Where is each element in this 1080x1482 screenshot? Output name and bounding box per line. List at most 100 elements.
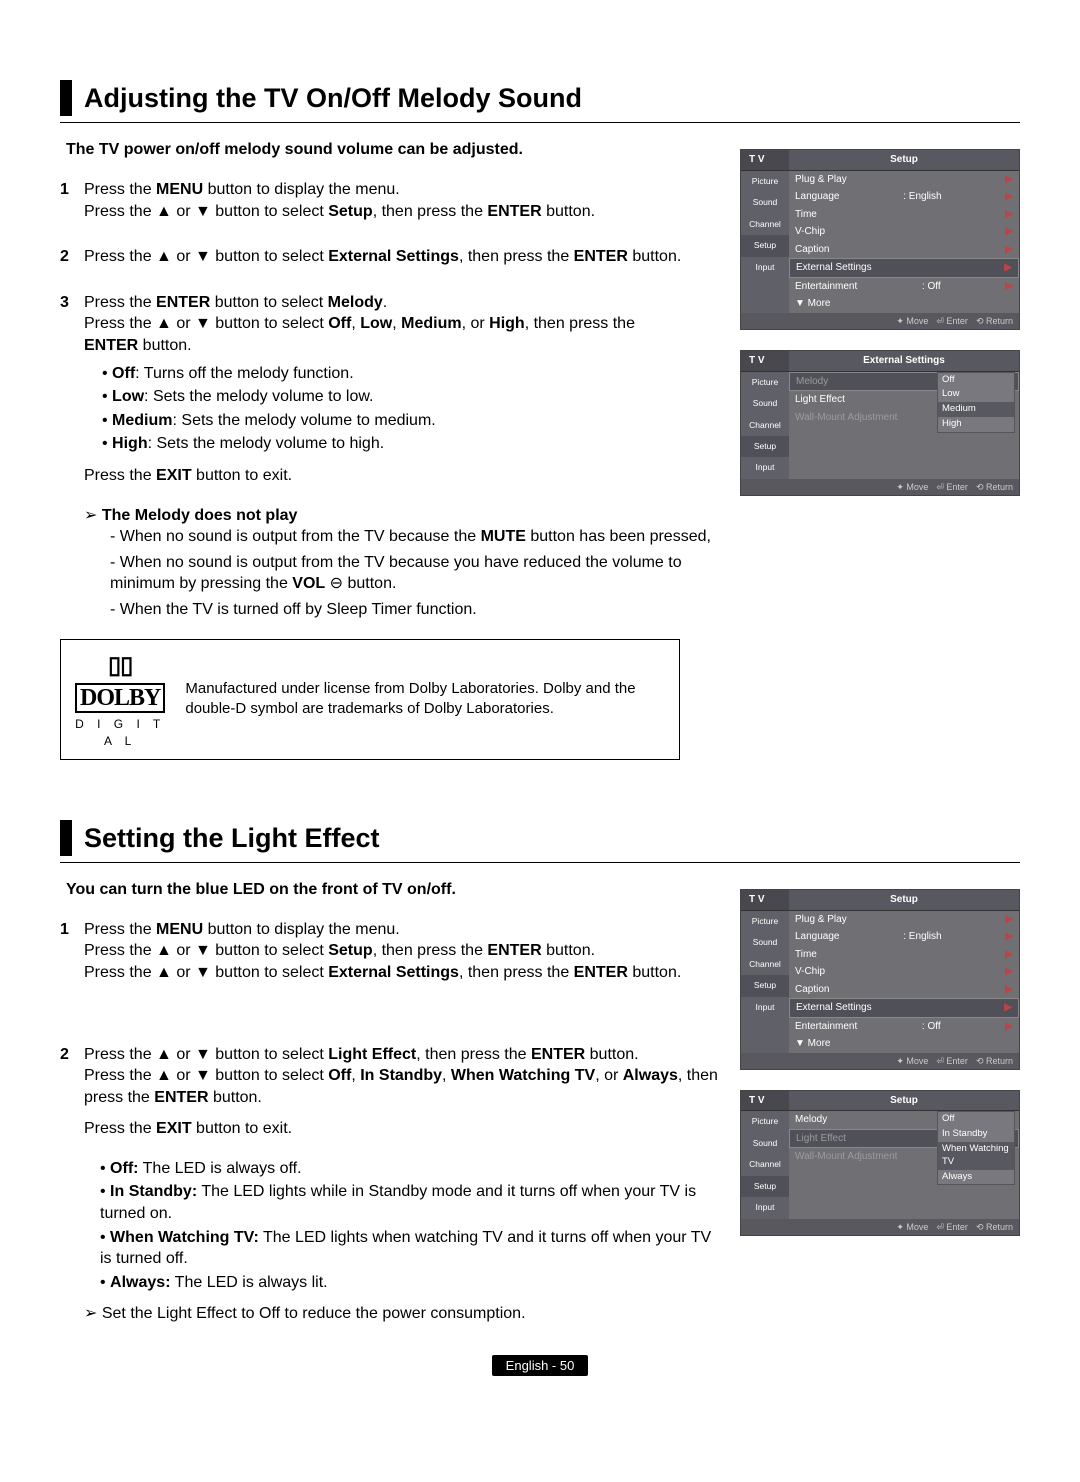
section2-title: Setting the Light Effect bbox=[60, 820, 1020, 856]
t: , then press the bbox=[459, 248, 574, 265]
tv-label: T V bbox=[741, 1091, 789, 1111]
step-body: Press the ▲ or ▼ button to select Light … bbox=[84, 1044, 720, 1109]
menu-title: Setup bbox=[789, 890, 1019, 910]
t: Low bbox=[360, 315, 392, 332]
t: High bbox=[489, 315, 525, 332]
t: Press the ▲ or ▼ button to select bbox=[84, 1046, 328, 1063]
t: Press the bbox=[84, 921, 156, 938]
tv-main-list: Plug & Play▶Language: English▶Time▶V-Chi… bbox=[789, 171, 1019, 313]
menu-row: Time▶ bbox=[789, 206, 1019, 224]
dolby-logo: ▯▯ DOLBY D I G I T A L bbox=[75, 650, 165, 749]
t: button. bbox=[542, 942, 595, 959]
t: ⊖ button. bbox=[325, 575, 396, 592]
page-footer: English - 50 bbox=[60, 1355, 1020, 1377]
t: ENTER bbox=[156, 294, 210, 311]
t: ⏎ Enter bbox=[936, 1221, 968, 1233]
t: ENTER bbox=[154, 1089, 208, 1106]
t: - When no sound is output from the TV be… bbox=[110, 528, 481, 545]
noplay-lead: The Melody does not play bbox=[84, 507, 297, 524]
t: ENTER bbox=[574, 248, 628, 265]
t: button. bbox=[138, 337, 191, 354]
menu-row: Plug & Play▶ bbox=[789, 171, 1019, 189]
popup-option: High bbox=[938, 417, 1014, 432]
step-body: Press the ▲ or ▼ button to select Extern… bbox=[84, 246, 720, 268]
t: Setup bbox=[328, 203, 372, 220]
t: button to exit. bbox=[192, 1120, 293, 1137]
t: , bbox=[351, 315, 360, 332]
sidebar-item: Picture bbox=[741, 1111, 789, 1132]
tv-menu-setup2: T VSetup Picture Sound Channel Setup Inp… bbox=[740, 889, 1020, 1070]
sidebar-item: Channel bbox=[741, 954, 789, 975]
menu-row: External Settings▶ bbox=[789, 258, 1019, 278]
t: The LED is always lit. bbox=[171, 1274, 328, 1291]
t: High bbox=[112, 435, 148, 452]
tv-sidebar: Picture Sound Channel Setup Input bbox=[741, 1111, 789, 1218]
t: MENU bbox=[156, 181, 203, 198]
step-1b: 1 Press the MENU button to display the m… bbox=[60, 919, 720, 984]
section2-intro: You can turn the blue LED on the front o… bbox=[66, 879, 720, 901]
t: Press the bbox=[84, 294, 156, 311]
t: , then press the bbox=[459, 964, 574, 981]
t: button. bbox=[542, 203, 595, 220]
t: VOL bbox=[292, 575, 325, 592]
list-item: Medium: Sets the melody volume to medium… bbox=[102, 410, 720, 432]
step-2b: 2 Press the ▲ or ▼ button to select Ligh… bbox=[60, 1044, 720, 1109]
menu-title: External Settings bbox=[789, 351, 1019, 371]
tv-main-list: Melody▶Light Effect▶Wall-Mount Adjustmen… bbox=[789, 1111, 1019, 1218]
step-num: 2 bbox=[60, 246, 84, 268]
t: Light Effect bbox=[328, 1046, 416, 1063]
t: ENTER bbox=[487, 203, 541, 220]
tv-menu-external: T VExternal Settings Picture Sound Chann… bbox=[740, 350, 1020, 496]
t: Press the ▲ or ▼ button to select bbox=[84, 248, 328, 265]
melody-noplay: The Melody does not play - When no sound… bbox=[84, 505, 720, 621]
t: . bbox=[383, 294, 387, 311]
menu-row: External Settings▶ bbox=[789, 998, 1019, 1018]
sidebar-item: Picture bbox=[741, 372, 789, 393]
tv-label: T V bbox=[741, 150, 789, 170]
t: External Settings bbox=[328, 964, 459, 981]
t: In Standby: bbox=[110, 1183, 197, 1200]
tv-label: T V bbox=[741, 890, 789, 910]
t: Press the ▲ or ▼ button to select bbox=[84, 315, 328, 332]
section1-right: T VSetup Picture Sound Channel Setup Inp… bbox=[740, 149, 1020, 759]
t: , or bbox=[462, 315, 490, 332]
sidebar-item: Sound bbox=[741, 393, 789, 414]
t: , then press the bbox=[525, 315, 635, 332]
tv-main-list: Melody▶Light Effect▶Wall-Mount Adjustmen… bbox=[789, 372, 1019, 479]
t: ENTER bbox=[574, 964, 628, 981]
light-note: Set the Light Effect to Off to reduce th… bbox=[84, 1303, 720, 1325]
t: Always bbox=[623, 1067, 678, 1084]
menu-row: Plug & Play▶ bbox=[789, 911, 1019, 929]
popup-option: Medium bbox=[938, 402, 1014, 417]
list-item: In Standby: The LED lights while in Stan… bbox=[100, 1181, 720, 1224]
step-num: 3 bbox=[60, 292, 84, 457]
step-body: Press the ENTER button to select Melody.… bbox=[84, 292, 720, 457]
tv-sidebar: Picture Sound Channel Setup Input bbox=[741, 911, 789, 1053]
section2-row: You can turn the blue LED on the front o… bbox=[60, 879, 1020, 1325]
popup-option: Always bbox=[938, 1170, 1014, 1185]
section1-left: The TV power on/off melody sound volume … bbox=[60, 139, 720, 759]
list-item: - When no sound is output from the TV be… bbox=[110, 526, 720, 548]
t: , then press the bbox=[416, 1046, 531, 1063]
t: ⟲ Return bbox=[976, 1055, 1013, 1067]
sidebar-item: Input bbox=[741, 457, 789, 478]
t: : Sets the melody volume to high. bbox=[148, 435, 385, 452]
menu-row: Language: English▶ bbox=[789, 188, 1019, 206]
t: ENTER bbox=[487, 942, 541, 959]
menu-row: Language: English▶ bbox=[789, 928, 1019, 946]
t: Melody bbox=[328, 294, 383, 311]
sidebar-item: Setup bbox=[741, 1176, 789, 1197]
section1-intro: The TV power on/off melody sound volume … bbox=[66, 139, 720, 161]
t: Press the ▲ or ▼ button to select bbox=[84, 942, 328, 959]
tv-menu-setup: T VSetup Picture Sound Channel Setup Inp… bbox=[740, 149, 1020, 330]
t: MENU bbox=[156, 921, 203, 938]
step-3: 3 Press the ENTER button to select Melod… bbox=[60, 292, 720, 457]
page-number: English - 50 bbox=[492, 1355, 589, 1376]
t: , bbox=[442, 1067, 451, 1084]
t: button to exit. bbox=[192, 467, 293, 484]
step-num: 2 bbox=[60, 1044, 84, 1109]
t: When Watching TV bbox=[451, 1067, 595, 1084]
sidebar-item: Sound bbox=[741, 1133, 789, 1154]
menu-row: ▼ More bbox=[789, 295, 1019, 313]
t: ⏎ Enter bbox=[936, 1055, 968, 1067]
